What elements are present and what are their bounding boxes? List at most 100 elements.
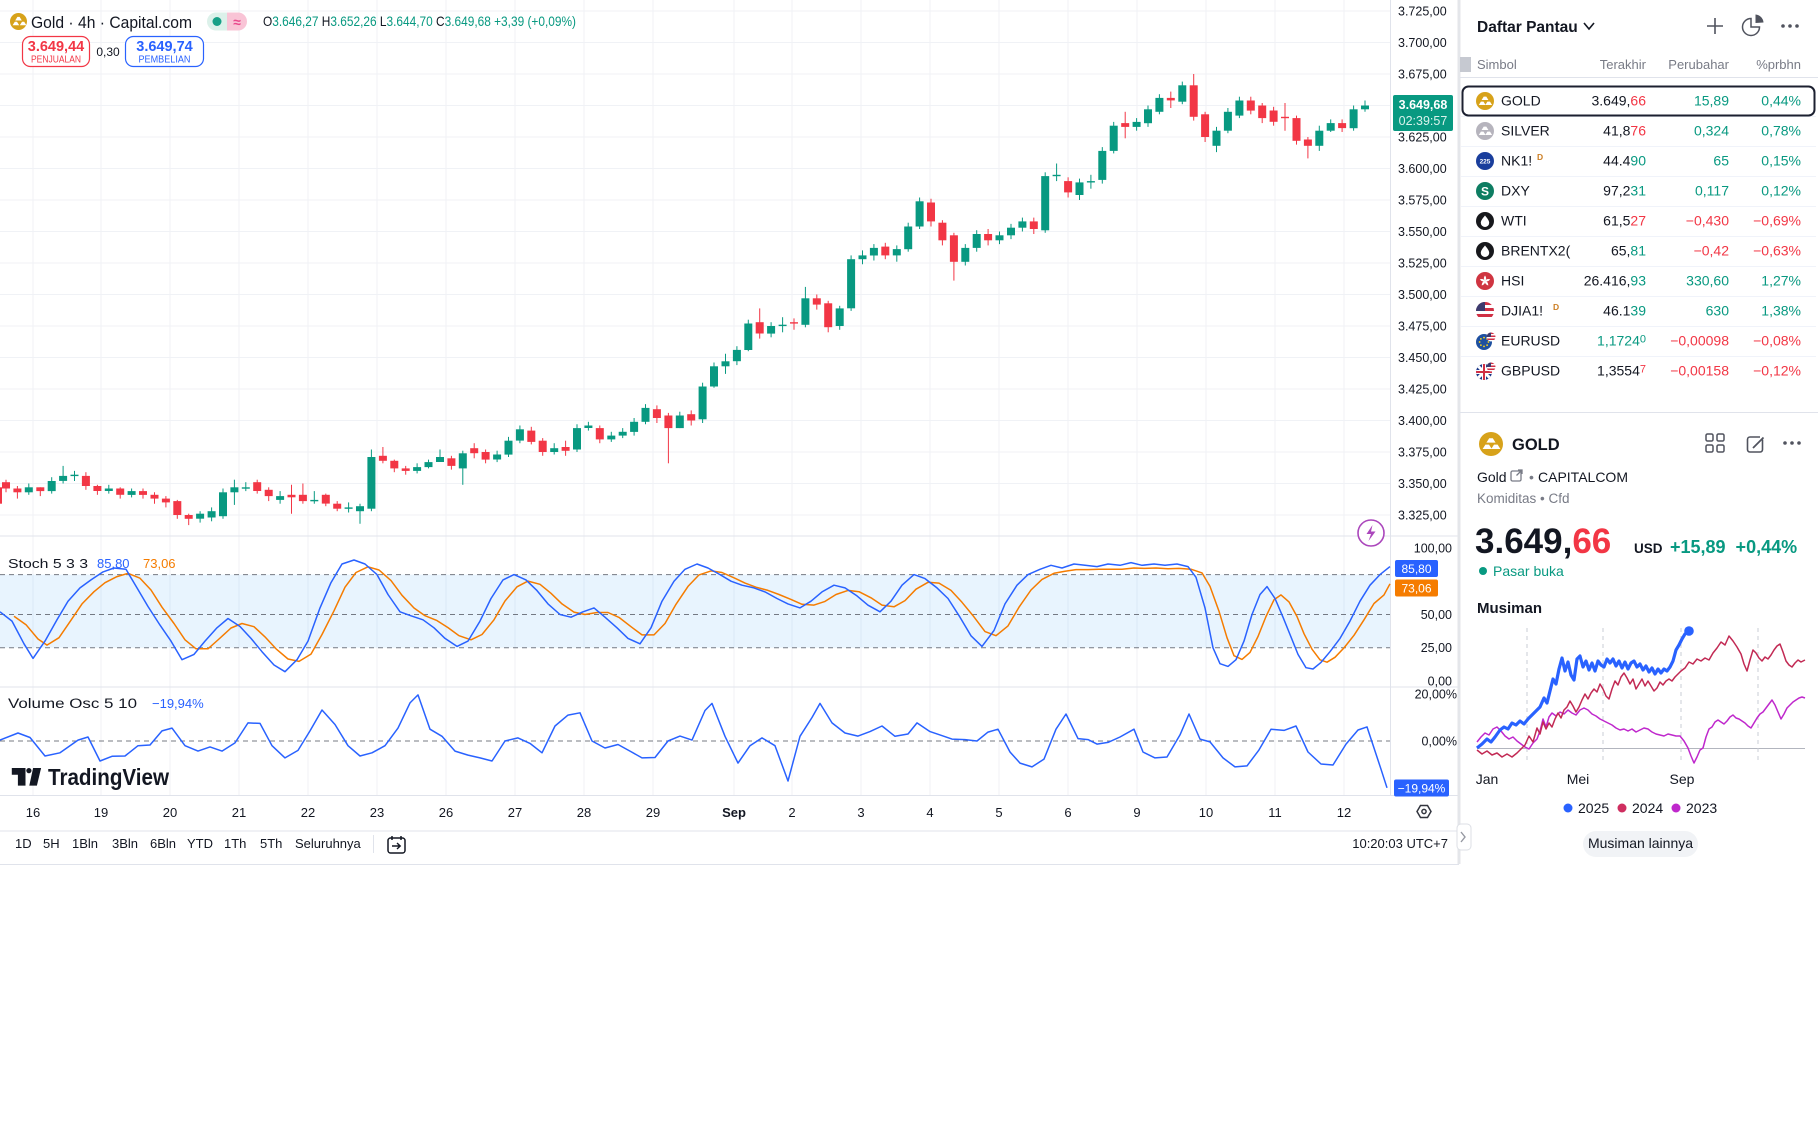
svg-text:3.649,68: 3.649,68: [1399, 98, 1448, 112]
svg-text:3.475,00: 3.475,00: [1398, 320, 1447, 334]
svg-text:28: 28: [577, 805, 591, 820]
svg-text:3.649,74: 3.649,74: [136, 39, 192, 55]
svg-text:97,231: 97,231: [1603, 183, 1646, 199]
svg-text:3.600,00: 3.600,00: [1398, 162, 1447, 176]
svg-text:3.525,00: 3.525,00: [1398, 257, 1447, 271]
svg-text:SILVER: SILVER: [1501, 123, 1550, 139]
svg-text:−0,00098: −0,00098: [1670, 333, 1729, 349]
svg-text:1,35547: 1,35547: [1597, 363, 1646, 379]
svg-text:2024: 2024: [1632, 800, 1663, 816]
svg-text:2: 2: [788, 805, 795, 820]
svg-text:23: 23: [370, 805, 384, 820]
svg-text:Perubahar: Perubahar: [1668, 57, 1729, 72]
svg-text:3Bln: 3Bln: [112, 836, 138, 851]
svg-text:20,00%: 20,00%: [1415, 688, 1457, 702]
svg-text:3.325,00: 3.325,00: [1398, 509, 1447, 523]
svg-text:1Th: 1Th: [224, 836, 246, 851]
svg-text:O3.646,27 H3.652,26 L3.644,70: O3.646,27 H3.652,26 L3.644,70 C3.649,68 …: [263, 13, 576, 29]
svg-text:S: S: [1481, 185, 1489, 199]
svg-text:0,00%: 0,00%: [1422, 735, 1457, 749]
svg-text:65,81: 65,81: [1611, 243, 1646, 259]
svg-text:2023: 2023: [1686, 800, 1717, 816]
svg-text:+15,89 +0,44%: +15,89 +0,44%: [1670, 537, 1797, 557]
svg-text:PEMBELIAN: PEMBELIAN: [139, 55, 191, 66]
svg-text:DJIA1!: DJIA1!: [1501, 303, 1543, 319]
svg-text:21: 21: [232, 805, 246, 820]
svg-text:225: 225: [1480, 159, 1491, 166]
svg-text:3.375,00: 3.375,00: [1398, 446, 1447, 460]
svg-text:6: 6: [1064, 805, 1071, 820]
svg-text:44.490: 44.490: [1603, 153, 1646, 169]
svg-text:27: 27: [508, 805, 522, 820]
svg-text:61,527: 61,527: [1603, 213, 1646, 229]
svg-text:02:39:57: 02:39:57: [1399, 114, 1448, 128]
svg-text:41,876: 41,876: [1603, 123, 1646, 139]
svg-text:GOLD: GOLD: [1512, 436, 1560, 454]
svg-text:1,38%: 1,38%: [1761, 303, 1801, 319]
svg-text:25,00: 25,00: [1421, 641, 1452, 655]
svg-text:−0,42: −0,42: [1694, 243, 1730, 259]
svg-text:22: 22: [301, 805, 315, 820]
svg-text:0,324: 0,324: [1694, 123, 1729, 139]
svg-text:3.725,00: 3.725,00: [1398, 5, 1447, 19]
svg-text:19: 19: [94, 805, 108, 820]
svg-text:%prbhn: %prbhn: [1756, 57, 1801, 72]
svg-text:4: 4: [926, 805, 933, 820]
svg-text:GOLD: GOLD: [1501, 93, 1541, 109]
svg-text:0,00: 0,00: [1428, 675, 1452, 689]
svg-text:5Th: 5Th: [260, 836, 282, 851]
svg-text:Sep: Sep: [722, 805, 746, 820]
svg-text:NK1!: NK1!: [1501, 153, 1532, 169]
svg-text:Komiditas • Cfd: Komiditas • Cfd: [1477, 491, 1570, 506]
svg-text:3.400,00: 3.400,00: [1398, 414, 1447, 428]
svg-text:1,17240: 1,17240: [1597, 333, 1646, 349]
svg-text:0,78%: 0,78%: [1761, 123, 1801, 139]
svg-text:29: 29: [646, 805, 660, 820]
svg-text:73,06: 73,06: [1401, 582, 1431, 596]
svg-text:3.675,00: 3.675,00: [1398, 68, 1447, 82]
svg-text:26.416,93: 26.416,93: [1584, 273, 1647, 289]
svg-text:Mei: Mei: [1567, 771, 1590, 787]
svg-text:WTI: WTI: [1501, 213, 1527, 229]
svg-text:1D: 1D: [15, 836, 32, 851]
svg-text:Musiman: Musiman: [1477, 600, 1542, 617]
svg-text:11: 11: [1268, 805, 1282, 820]
svg-text:−0,08%: −0,08%: [1753, 333, 1801, 349]
svg-text:50,00: 50,00: [1421, 608, 1452, 622]
svg-text:Stoch 5 3 3: Stoch 5 3 3: [8, 556, 88, 571]
svg-text:0,12%: 0,12%: [1761, 183, 1801, 199]
svg-text:CAPITALCOM: CAPITALCOM: [1538, 469, 1628, 485]
svg-text:16: 16: [26, 805, 40, 820]
svg-text:0,44%: 0,44%: [1761, 93, 1801, 109]
svg-text:Gold: Gold: [1477, 469, 1507, 485]
svg-text:3.425,00: 3.425,00: [1398, 383, 1447, 397]
svg-text:5H: 5H: [43, 836, 60, 851]
svg-text:630: 630: [1706, 303, 1730, 319]
svg-text:100,00: 100,00: [1414, 542, 1452, 556]
svg-text:EURUSD: EURUSD: [1501, 333, 1560, 349]
svg-text:2025: 2025: [1578, 800, 1609, 816]
svg-text:46.139: 46.139: [1603, 303, 1646, 319]
svg-text:85,80: 85,80: [1401, 562, 1431, 576]
svg-text:−0,69%: −0,69%: [1753, 213, 1801, 229]
svg-text:10: 10: [1199, 805, 1213, 820]
svg-text:9: 9: [1133, 805, 1140, 820]
svg-text:330,60: 330,60: [1686, 273, 1729, 289]
svg-text:Seluruhnya: Seluruhnya: [295, 836, 362, 851]
svg-text:Terakhir: Terakhir: [1600, 57, 1647, 72]
svg-text:−0,00158: −0,00158: [1670, 363, 1729, 379]
svg-text:3: 3: [857, 805, 864, 820]
svg-text:Volume Osc 5 10: Volume Osc 5 10: [8, 696, 137, 711]
svg-text:10:20:03 UTC+7: 10:20:03 UTC+7: [1352, 836, 1448, 851]
svg-text:3.625,00: 3.625,00: [1398, 131, 1447, 145]
svg-text:•: •: [1529, 469, 1534, 485]
svg-text:12: 12: [1337, 805, 1351, 820]
svg-text:PENJUALAN: PENJUALAN: [31, 55, 81, 66]
svg-text:Daftar Pantau: Daftar Pantau: [1477, 19, 1578, 36]
svg-text:0,15%: 0,15%: [1761, 153, 1801, 169]
svg-text:3.450,00: 3.450,00: [1398, 351, 1447, 365]
svg-text:GBPUSD: GBPUSD: [1501, 363, 1560, 379]
svg-text:3.649,66: 3.649,66: [1475, 522, 1611, 561]
svg-text:0,117: 0,117: [1695, 183, 1729, 199]
svg-text:3.500,00: 3.500,00: [1398, 288, 1447, 302]
